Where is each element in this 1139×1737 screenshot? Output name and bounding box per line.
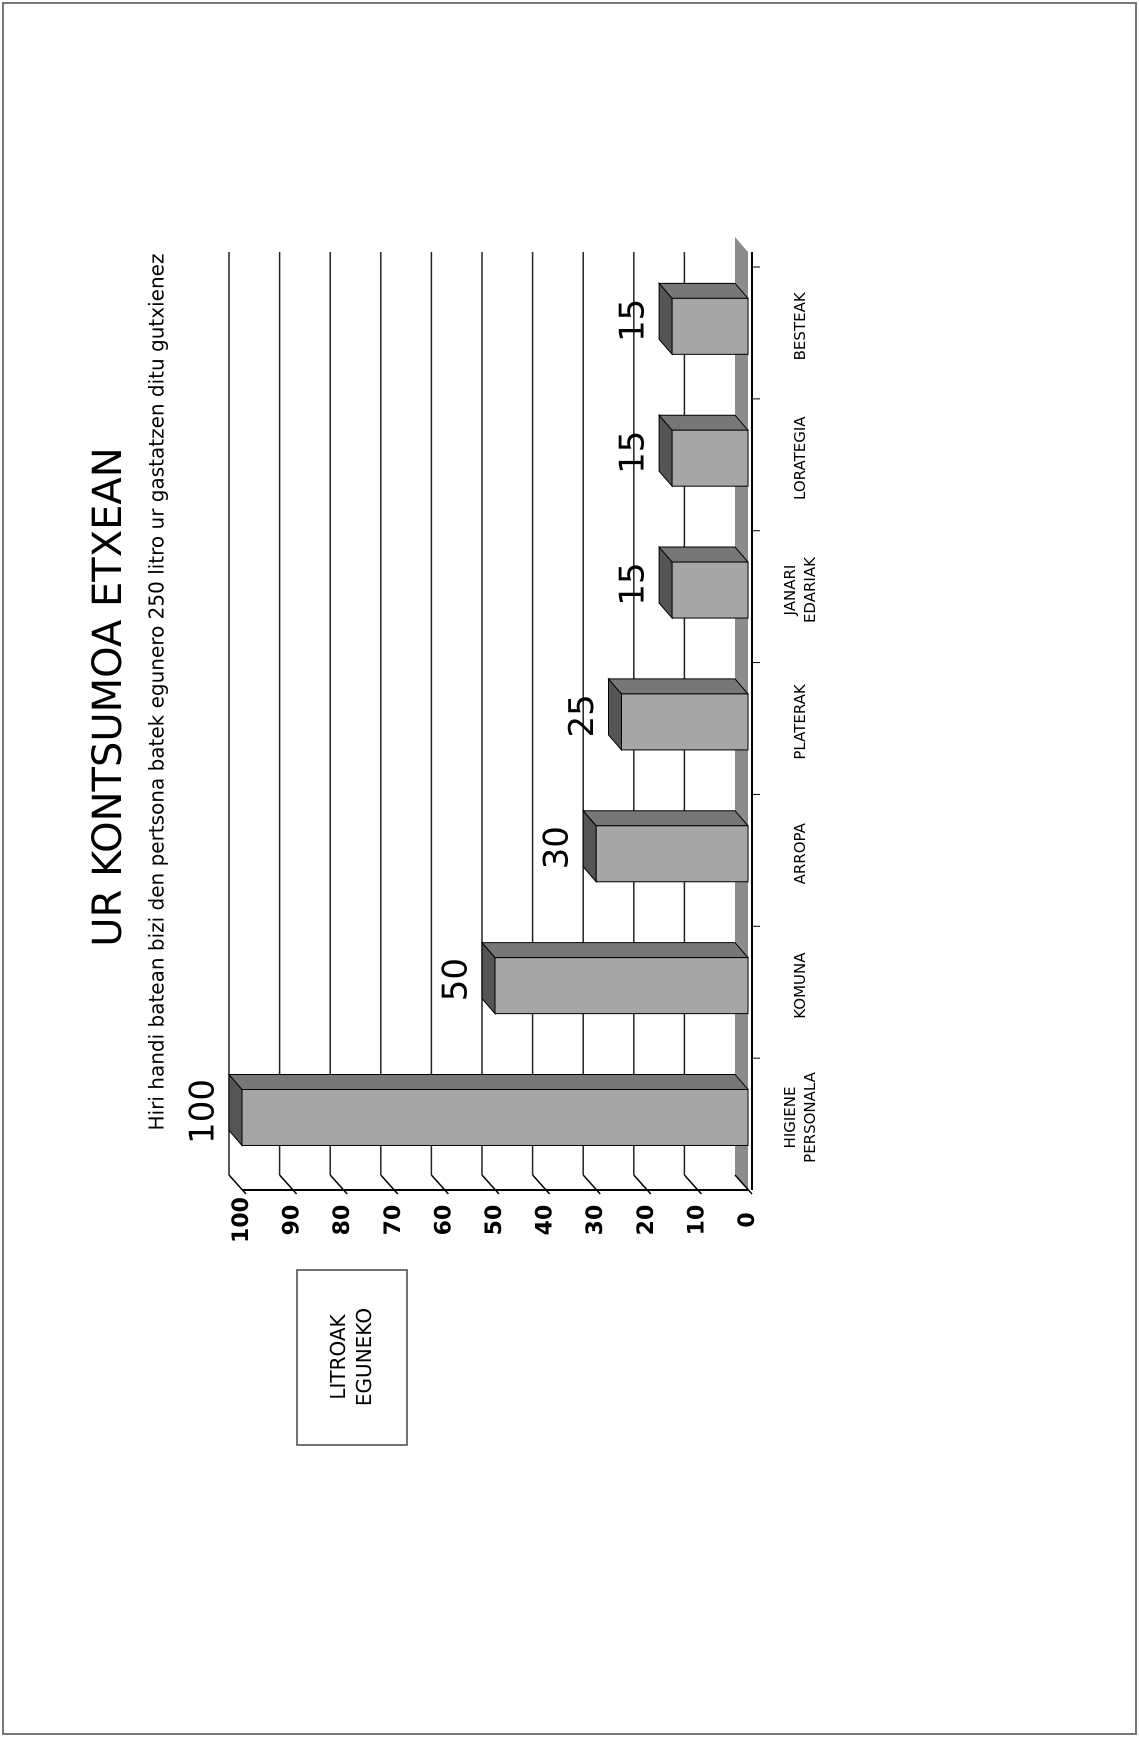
value-label: 50	[436, 958, 476, 1001]
y-tick-label: 50	[482, 1205, 507, 1236]
x-tick-label: LORATEGIA	[791, 416, 809, 500]
bar	[621, 693, 749, 751]
value-label: 100	[183, 1079, 223, 1144]
tick-mark	[380, 1174, 399, 1195]
bar	[595, 825, 749, 883]
value-label: 15	[613, 562, 653, 605]
y-axis-label: LITROAK EGUNEKO	[326, 1308, 376, 1406]
bar-side	[582, 810, 750, 827]
y-tick-label: 20	[634, 1205, 659, 1236]
x-tick-label: KOMUNA	[791, 952, 809, 1019]
y-tick-label: 40	[533, 1205, 558, 1236]
y-tick-label: 90	[280, 1205, 305, 1236]
y-tick-label: 100	[229, 1197, 254, 1243]
tick-mark	[481, 1174, 500, 1195]
tick-mark	[582, 1174, 601, 1195]
tick-mark	[633, 1174, 652, 1195]
bar	[494, 957, 749, 1015]
bar-side	[227, 1073, 750, 1090]
rotated-chart: UR KONTSUMOA ETXEAN Hiri handi batean bi…	[85, 237, 819, 1446]
x-tick-label: JANARI EDARIAK	[781, 556, 819, 623]
x-tick-label: BESTEAK	[791, 291, 809, 360]
tick-mark	[279, 1174, 298, 1195]
bar	[671, 429, 749, 487]
bar	[671, 297, 749, 355]
value-label: 30	[537, 826, 577, 869]
bar-side	[658, 546, 750, 563]
bar	[671, 561, 749, 619]
value-label: 15	[613, 299, 653, 342]
y-tick-label: 60	[431, 1205, 456, 1236]
x-tick-label: ARROPA	[791, 822, 809, 884]
tick-mark	[532, 1174, 551, 1195]
x-tick-label: PLATERAK	[791, 683, 809, 760]
tick-mark	[329, 1174, 348, 1195]
chart-title: UR KONTSUMOA ETXEAN	[85, 447, 131, 946]
y-tick-label: 30	[583, 1205, 608, 1236]
value-label: 15	[613, 431, 653, 474]
y-tick-label: 80	[330, 1205, 355, 1236]
bar-side	[480, 942, 750, 959]
chart-subtitle: Hiri handi batean bizi den pertsona bate…	[145, 254, 169, 1131]
y-tick-label: 10	[684, 1205, 709, 1236]
bar-side	[658, 414, 750, 431]
bar	[241, 1088, 749, 1146]
ylabel-box	[296, 1269, 408, 1446]
tick-mark	[683, 1174, 702, 1195]
tick-mark	[228, 1174, 247, 1195]
tick-mark	[734, 1174, 753, 1195]
bar-side	[658, 282, 750, 299]
value-label: 25	[562, 694, 602, 737]
y-tick-label: 70	[381, 1205, 406, 1236]
y-tick-label: 0	[735, 1212, 760, 1227]
tick-mark	[430, 1174, 449, 1195]
bar-side	[607, 678, 750, 695]
x-tick-label: HIGIENE PERSONALA	[781, 1071, 819, 1162]
